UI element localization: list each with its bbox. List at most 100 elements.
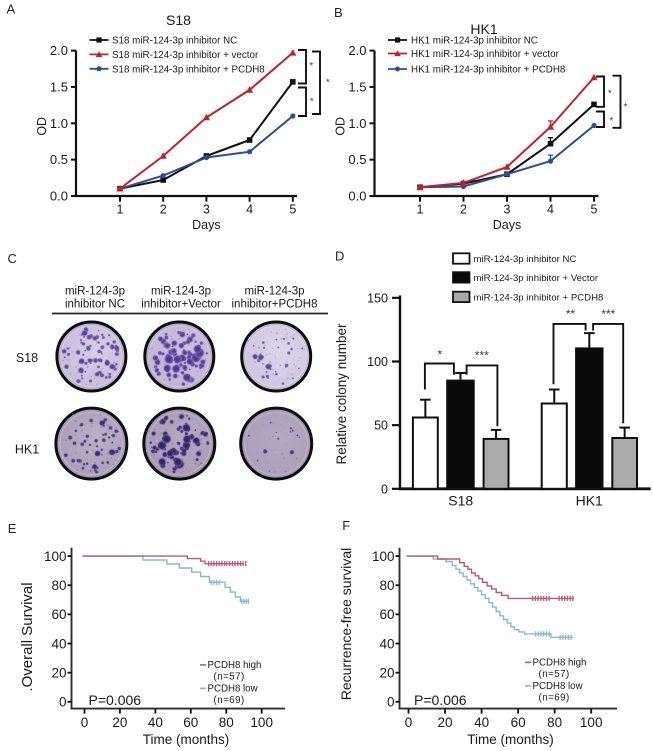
svg-text:***: *** bbox=[601, 307, 615, 321]
svg-text:40: 40 bbox=[148, 715, 163, 730]
svg-text:P=0.006: P=0.006 bbox=[89, 692, 142, 708]
svg-text:S18 miR-124-3p inhibitor + vec: S18 miR-124-3p inhibitor + vector bbox=[112, 50, 259, 61]
svg-text:150: 150 bbox=[367, 291, 388, 305]
svg-text:*: * bbox=[310, 96, 314, 108]
svg-text:2.0: 2.0 bbox=[348, 43, 366, 58]
svg-text:0.5: 0.5 bbox=[348, 152, 366, 167]
svg-text:(n=69): (n=69) bbox=[539, 692, 570, 703]
svg-text:20: 20 bbox=[112, 715, 127, 730]
svg-text:5: 5 bbox=[591, 203, 598, 217]
svg-text:miR-124-3p: miR-124-3p bbox=[65, 286, 125, 298]
svg-text:0.5: 0.5 bbox=[50, 152, 68, 167]
svg-text:50: 50 bbox=[374, 419, 388, 433]
svg-text:80: 80 bbox=[379, 578, 394, 593]
svg-text:1.5: 1.5 bbox=[50, 79, 68, 94]
svg-text:100: 100 bbox=[580, 715, 603, 730]
svg-text:Days: Days bbox=[192, 218, 220, 232]
svg-text:HK1 miR-124-3p inhibitor + PCD: HK1 miR-124-3p inhibitor + PCDH8 bbox=[411, 65, 566, 76]
svg-text:2.0: 2.0 bbox=[50, 43, 68, 58]
svg-text:100: 100 bbox=[372, 549, 395, 564]
svg-text:S18 miR-124-3p inhibitor + PCD: S18 miR-124-3p inhibitor + PCDH8 bbox=[112, 64, 265, 75]
svg-text:HK1: HK1 bbox=[576, 493, 603, 509]
svg-text:1.0: 1.0 bbox=[348, 116, 366, 131]
svg-text:Time (months): Time (months) bbox=[467, 732, 554, 747]
svg-text:(n=57): (n=57) bbox=[214, 671, 245, 682]
svg-text:Relative colony number: Relative colony number bbox=[334, 323, 349, 465]
svg-text:1: 1 bbox=[417, 203, 424, 217]
svg-text:miR-124-3p: miR-124-3p bbox=[151, 286, 211, 298]
svg-text:0: 0 bbox=[81, 715, 89, 730]
svg-text:HK1 miR-124-3p inhibitor NC: HK1 miR-124-3p inhibitor NC bbox=[411, 36, 538, 47]
svg-text:HK1 miR-124-3p inhibitor + vec: HK1 miR-124-3p inhibitor + vector bbox=[411, 49, 560, 60]
svg-text:1.5: 1.5 bbox=[348, 79, 366, 94]
svg-text:60: 60 bbox=[511, 715, 526, 730]
svg-text:PCDH8 high: PCDH8 high bbox=[208, 660, 262, 671]
svg-text:S18: S18 bbox=[16, 351, 38, 365]
svg-text:3: 3 bbox=[203, 203, 210, 217]
svg-text:B: B bbox=[334, 5, 343, 20]
svg-text:0.0: 0.0 bbox=[50, 189, 68, 204]
svg-text:miR-124-3p: miR-124-3p bbox=[244, 286, 304, 298]
svg-text:HK1: HK1 bbox=[470, 21, 497, 37]
svg-text:A: A bbox=[7, 2, 16, 17]
svg-text:***: *** bbox=[475, 349, 489, 363]
svg-text:(n=57): (n=57) bbox=[539, 669, 570, 680]
svg-text:20: 20 bbox=[51, 665, 66, 680]
svg-text:*: * bbox=[309, 60, 313, 72]
svg-text:0: 0 bbox=[405, 715, 413, 730]
svg-text:20: 20 bbox=[438, 715, 453, 730]
svg-text:*: * bbox=[609, 115, 613, 127]
svg-text:40: 40 bbox=[474, 715, 489, 730]
svg-text:4: 4 bbox=[547, 203, 554, 217]
svg-text:S18 miR-124-3p inhibitor NC: S18 miR-124-3p inhibitor NC bbox=[112, 36, 237, 47]
svg-text:80: 80 bbox=[51, 578, 66, 593]
svg-text:40: 40 bbox=[379, 636, 394, 651]
svg-text:2: 2 bbox=[160, 203, 167, 217]
svg-text:1: 1 bbox=[117, 203, 124, 217]
svg-text:(n=69): (n=69) bbox=[214, 695, 245, 706]
svg-text:P=0.006: P=0.006 bbox=[414, 692, 467, 708]
svg-text:0: 0 bbox=[381, 482, 388, 496]
svg-text:.Overall Survival: .Overall Survival bbox=[19, 582, 36, 691]
svg-text:0: 0 bbox=[59, 695, 67, 710]
svg-text:**: ** bbox=[566, 307, 576, 321]
svg-text:OD: OD bbox=[35, 117, 49, 136]
svg-text:HK1: HK1 bbox=[15, 443, 39, 457]
svg-text:inhibitor+PCDH8: inhibitor+PCDH8 bbox=[232, 299, 318, 311]
svg-text:PCDH8 low: PCDH8 low bbox=[208, 684, 259, 695]
svg-text:F: F bbox=[342, 518, 350, 533]
svg-text:*: * bbox=[608, 88, 612, 100]
svg-text:60: 60 bbox=[51, 607, 66, 622]
svg-text:OD: OD bbox=[334, 117, 348, 136]
svg-text:0: 0 bbox=[387, 695, 395, 710]
svg-text:*: * bbox=[326, 77, 330, 89]
svg-text:PCDH8 high: PCDH8 high bbox=[533, 658, 587, 669]
svg-text:D: D bbox=[335, 249, 344, 264]
svg-text:S18: S18 bbox=[166, 12, 191, 28]
svg-text:Recurrence-free survival: Recurrence-free survival bbox=[338, 548, 354, 701]
svg-text:5: 5 bbox=[289, 203, 296, 217]
svg-text:Days: Days bbox=[493, 218, 521, 232]
svg-text:*: * bbox=[623, 101, 627, 113]
svg-text:miR-124-3p inhibitor NC: miR-124-3p inhibitor NC bbox=[474, 254, 577, 265]
svg-text:S18: S18 bbox=[448, 493, 473, 509]
svg-text:100: 100 bbox=[250, 715, 273, 730]
svg-text:1.0: 1.0 bbox=[50, 116, 68, 131]
svg-text:60: 60 bbox=[183, 715, 198, 730]
svg-text:0.0: 0.0 bbox=[348, 189, 366, 204]
svg-text:80: 80 bbox=[219, 715, 234, 730]
svg-text:20: 20 bbox=[379, 665, 394, 680]
svg-text:80: 80 bbox=[547, 715, 562, 730]
svg-text:inhibitor+Vector: inhibitor+Vector bbox=[141, 299, 221, 311]
svg-text:100: 100 bbox=[44, 549, 67, 564]
svg-text:Time (months): Time (months) bbox=[143, 732, 230, 747]
svg-text:PCDH8 low: PCDH8 low bbox=[533, 681, 584, 692]
svg-text:100: 100 bbox=[367, 355, 388, 369]
svg-text:inhibitor NC: inhibitor NC bbox=[65, 299, 125, 311]
svg-text:C: C bbox=[8, 251, 17, 266]
svg-text:40: 40 bbox=[51, 636, 66, 651]
svg-text:2: 2 bbox=[460, 203, 467, 217]
svg-text:60: 60 bbox=[379, 607, 394, 622]
svg-text:*: * bbox=[437, 348, 442, 362]
svg-text:miR-124-3p inhibitor + PCDH8: miR-124-3p inhibitor + PCDH8 bbox=[474, 293, 604, 304]
